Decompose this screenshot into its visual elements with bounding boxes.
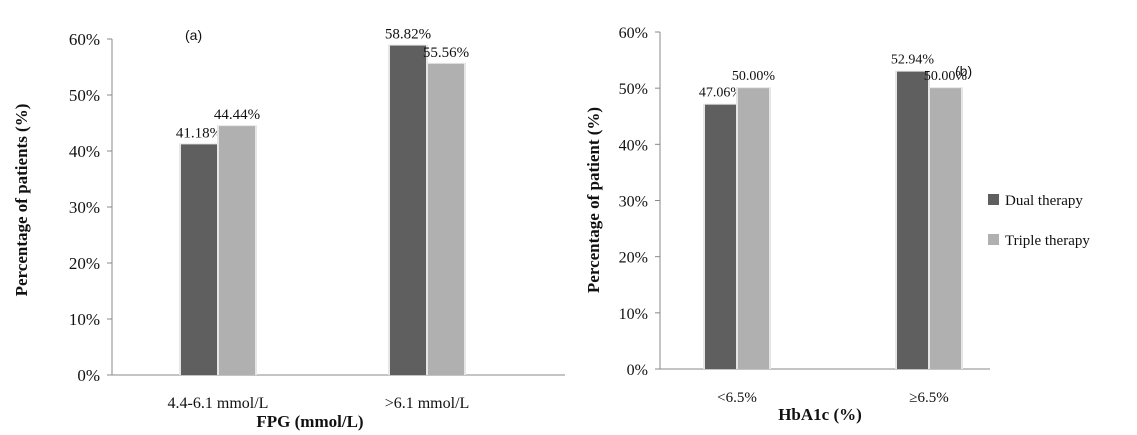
x-axis-title: HbA1c (%) <box>778 405 862 424</box>
y-axis-ticks: 0% 10% 20% 30% 40% 50% 60% <box>69 30 112 385</box>
bar-value-label: 50.00% <box>732 69 776 84</box>
bars: 47.06%50.00%52.94%50.00% <box>699 53 968 370</box>
y-tick-label: 10% <box>69 310 100 329</box>
bar-value-label: 52.94% <box>891 53 935 68</box>
y-tick-label: 60% <box>69 30 100 49</box>
legend: Dual therapy Triple therapy <box>988 193 1090 249</box>
bar-dual-therapy <box>181 144 217 375</box>
y-tick-label: 50% <box>69 86 100 105</box>
panel-label: (b) <box>955 63 972 79</box>
y-axis-title: Percentage of patients (%) <box>12 104 31 297</box>
y-tick-label: 0% <box>77 366 100 385</box>
bar-dual-therapy <box>897 71 928 370</box>
y-tick-label: 40% <box>619 137 648 154</box>
legend-swatch-triple <box>988 234 999 245</box>
bar-dual-therapy <box>390 45 426 375</box>
y-tick-label: 0% <box>627 362 648 379</box>
bar-dual-therapy <box>705 104 736 370</box>
x-tick-label: <6.5% <box>717 390 757 406</box>
x-axis-categories: 4.4-6.1 mmol/L >6.1 mmol/L <box>168 395 470 412</box>
bar-triple-therapy <box>428 63 464 375</box>
x-tick-label: 4.4-6.1 mmol/L <box>168 395 269 412</box>
y-tick-label: 30% <box>69 198 100 217</box>
bar-value-label: 58.82% <box>385 27 431 43</box>
y-axis-ticks: 0% 10% 20% 30% 40% 50% 60% <box>619 25 660 379</box>
legend-label-dual: Dual therapy <box>1005 193 1083 209</box>
bar-triple-therapy <box>738 88 769 370</box>
x-tick-label: >6.1 mmol/L <box>385 395 470 412</box>
y-tick-label: 40% <box>69 142 100 161</box>
bar-value-label: 44.44% <box>214 107 260 123</box>
y-tick-label: 60% <box>619 25 648 42</box>
y-tick-label: 50% <box>619 81 648 98</box>
y-tick-label: 30% <box>619 194 648 211</box>
x-axis-title: FPG (mmol/L) <box>256 412 363 431</box>
y-axis-title: Percentage of patient (%) <box>584 107 603 293</box>
y-tick-label: 20% <box>69 254 100 273</box>
y-tick-label: 20% <box>619 250 648 267</box>
bar-value-label: 47.06% <box>699 86 743 101</box>
bar-value-label: 50.00% <box>924 69 968 84</box>
bar-triple-therapy <box>219 126 255 375</box>
y-tick-label: 10% <box>619 306 648 323</box>
chart-panel-b: 0%10%20%30%40%50%60% 47.06%50.00%52.94%5… <box>584 25 990 424</box>
legend-label-triple: Triple therapy <box>1005 233 1090 249</box>
bar-value-label: 55.56% <box>423 45 469 61</box>
x-tick-label: ≥6.5% <box>909 390 948 406</box>
legend-swatch-dual <box>988 194 999 205</box>
bar-triple-therapy <box>930 88 961 370</box>
bar-value-label: 41.18% <box>176 125 222 141</box>
bars: 41.18% 44.44% 58.82% 55.56% <box>176 27 469 375</box>
panel-label: (a) <box>185 27 202 43</box>
x-axis-categories: <6.5% ≥6.5% <box>717 390 949 406</box>
chart-panel-a: 0% 10% 20% 30% 40% 50% 60% 41.18% 44.44% 58.82% 5… <box>12 27 565 431</box>
